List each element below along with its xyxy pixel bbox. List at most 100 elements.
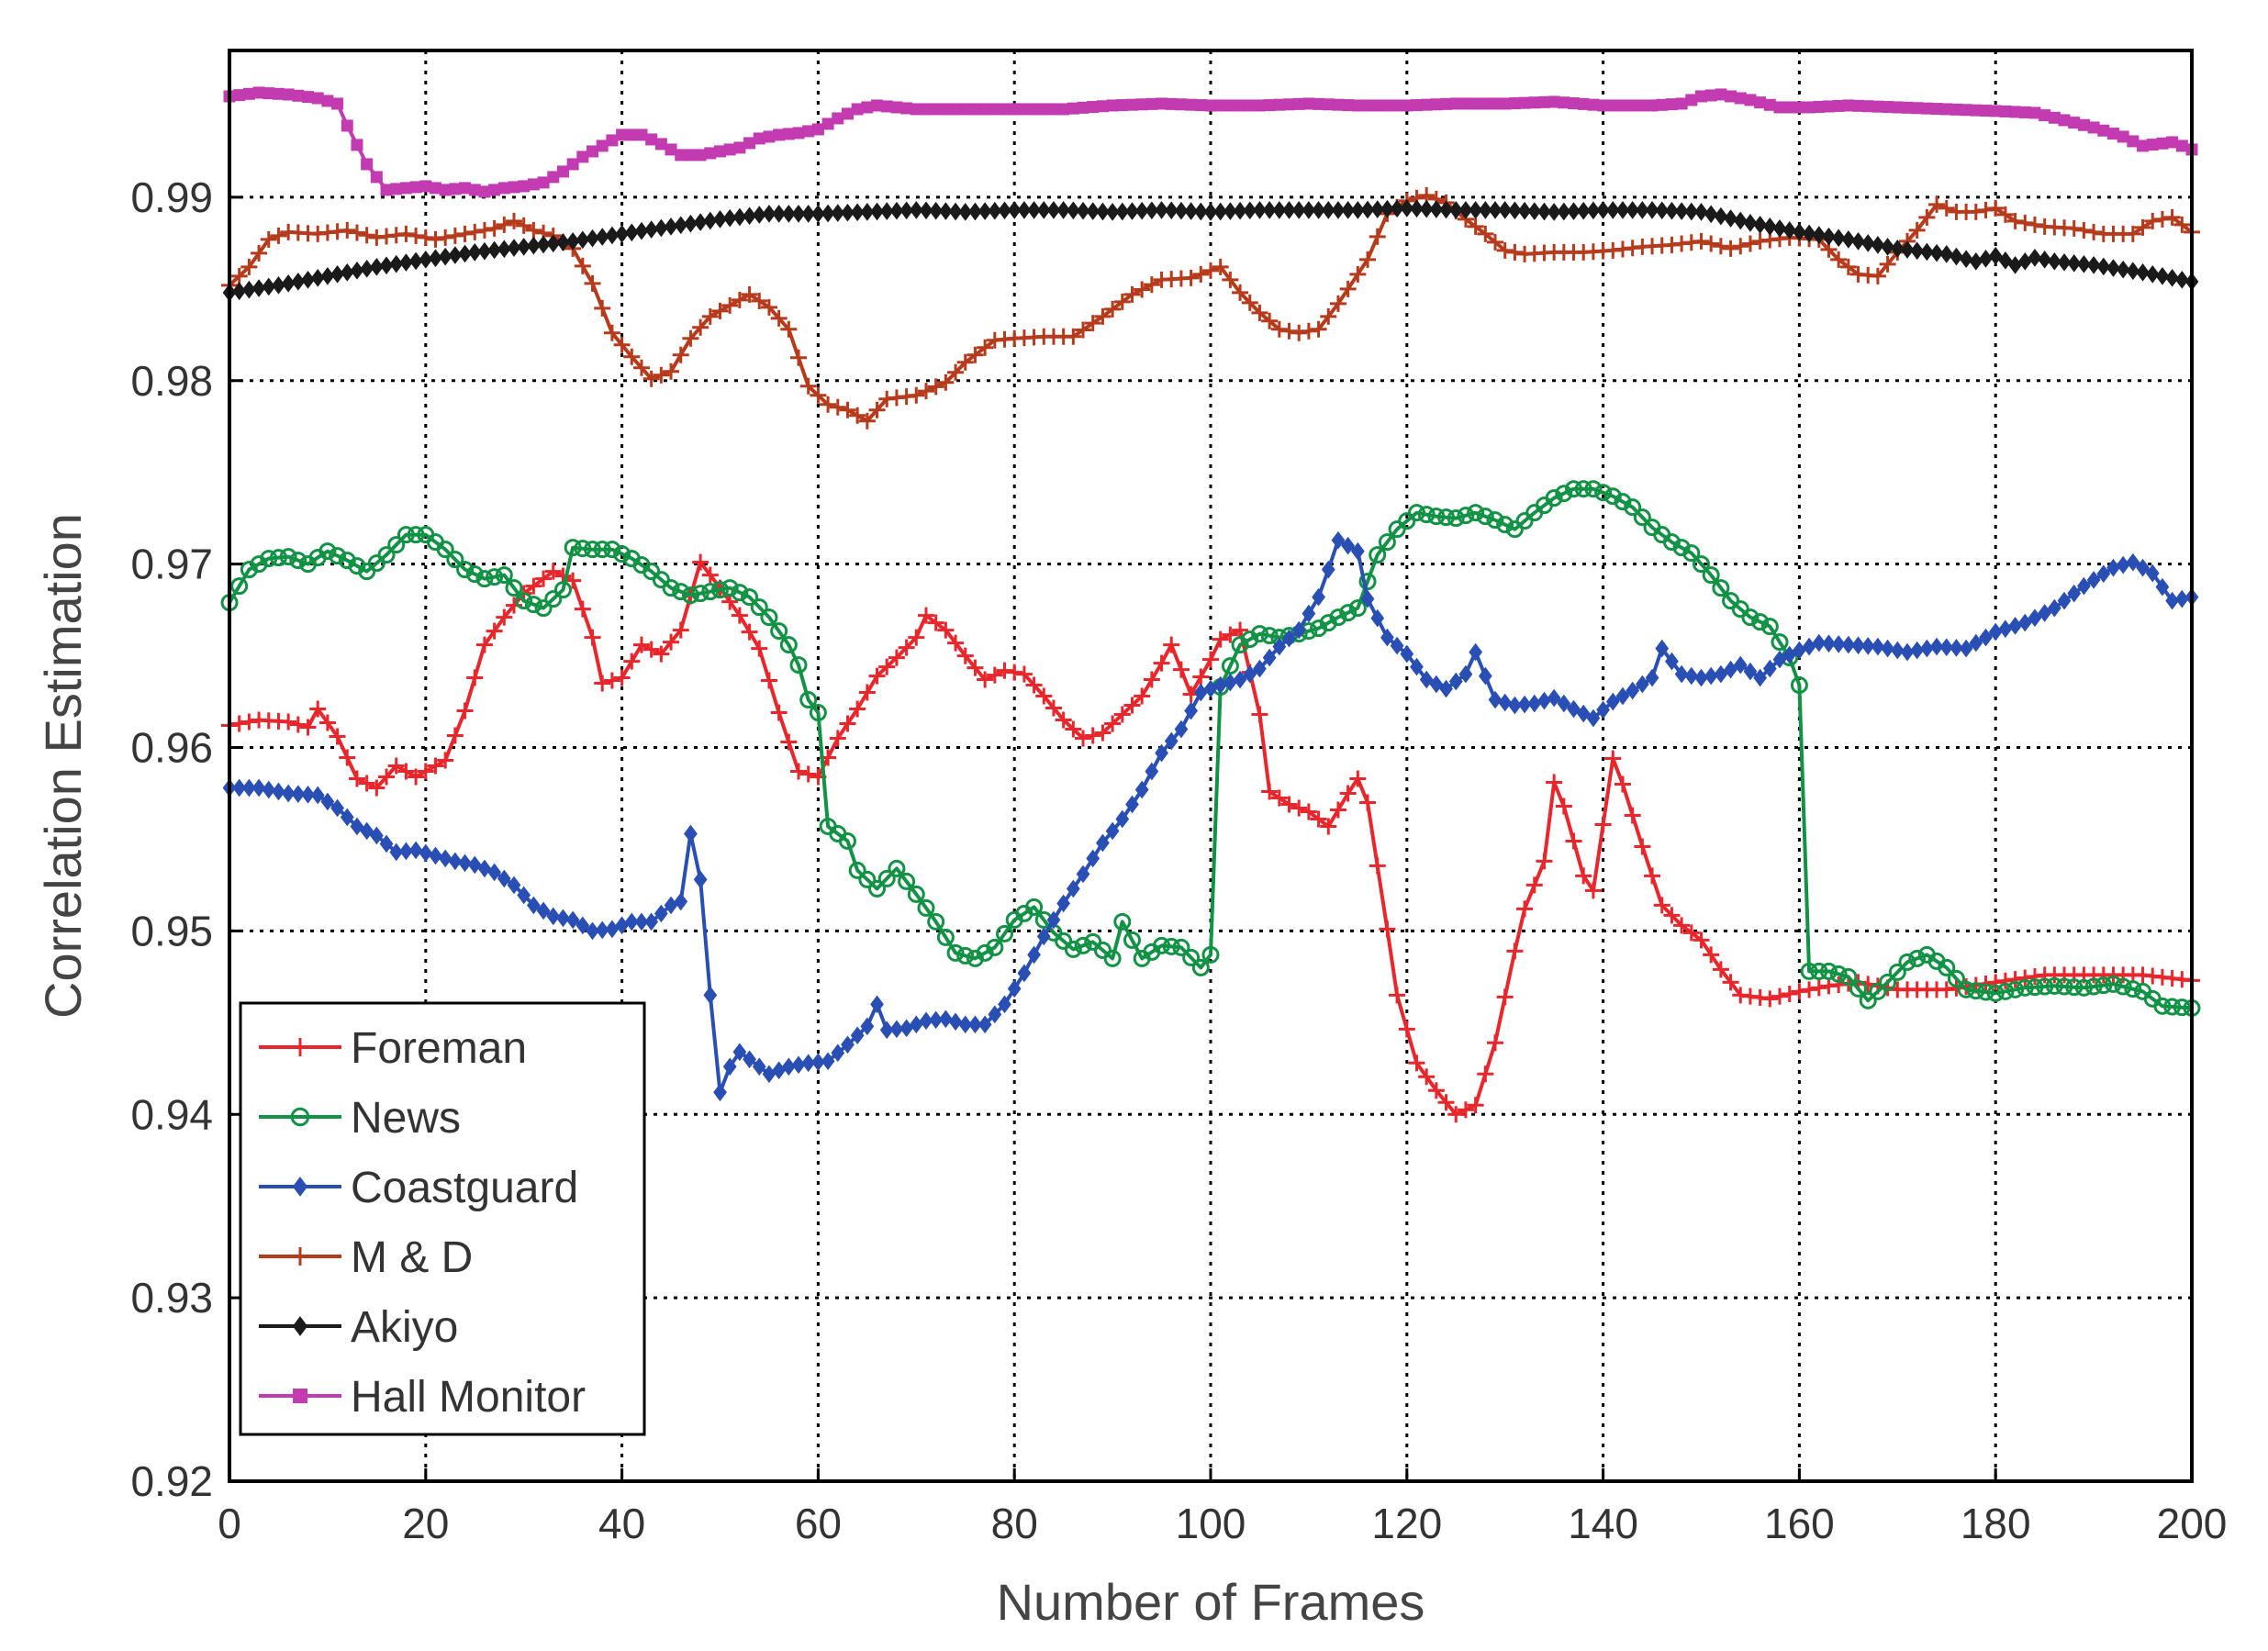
data-point-marker [1674,202,1689,220]
data-point-marker [1262,648,1277,667]
data-point-marker [1321,201,1335,219]
data-point-marker [1300,322,1317,340]
data-point-marker [1035,687,1053,705]
data-point-marker [2163,208,2181,226]
data-point-marker [829,398,846,416]
data-point-marker [1810,979,1827,997]
data-point-marker [937,374,955,391]
data-point-marker [1517,695,1532,714]
data-point-marker [467,243,482,262]
data-point-marker [2136,558,2150,577]
data-point-marker [1096,833,1110,853]
data-point-marker [2045,976,2063,995]
data-point-marker [1957,980,1975,998]
data-point-marker [240,258,258,275]
data-point-marker [2096,564,2111,584]
data-point-marker [1201,945,1220,964]
data-point-marker [378,768,396,786]
data-point-marker [292,1177,308,1197]
data-point-marker [348,770,365,787]
data-point-marker [1810,962,1828,980]
x-tick-label: 80 [991,1500,1038,1547]
data-point-marker [1312,587,1325,607]
data-point-marker [810,386,827,404]
data-point-marker [1605,692,1620,711]
data-point-marker [605,920,620,939]
data-point-marker [1134,687,1151,705]
data-point-marker [1329,801,1346,819]
data-point-marker [2104,975,2122,993]
data-point-marker [1665,201,1679,220]
data-point-marker [741,285,758,303]
data-point-marker [1743,214,1758,232]
data-point-marker [1477,1065,1494,1083]
data-point-marker [1223,202,1237,220]
data-point-marker [1036,201,1051,219]
data-point-marker [1202,262,1219,279]
data-point-marker [1879,255,1896,273]
data-point-marker [534,599,553,618]
data-point-marker [909,1015,923,1034]
data-point-marker [1341,536,1356,555]
data-point-marker [496,216,513,233]
data-point-marker [1830,251,1848,268]
data-point-marker [281,274,296,293]
data-point-marker [2124,980,2142,998]
data-point-marker [713,1083,727,1102]
data-point-marker [2126,262,2140,281]
data-point-marker [556,909,570,928]
data-point-marker [1302,201,1316,219]
data-point-marker [1260,627,1279,645]
data-point-marker [662,579,680,597]
data-point-marker [594,675,611,692]
data-point-marker [1280,322,1298,340]
data-point-marker [1751,613,1770,631]
data-point-marker [299,719,317,736]
data-point-marker [2006,971,2024,988]
data-point-marker [358,227,375,244]
data-point-marker [1772,219,1787,238]
data-point-marker [1536,853,1553,870]
data-point-marker [751,640,768,657]
data-point-marker [850,203,865,222]
data-point-marker [829,730,846,747]
data-point-marker [1996,972,2014,989]
data-point-marker [2136,263,2150,282]
data-point-marker [820,396,837,413]
data-point-marker [1998,619,2013,639]
data-point-marker [1094,307,1112,325]
data-point-marker [2057,591,2072,610]
data-point-marker [860,203,875,221]
data-point-marker [751,292,768,309]
data-point-marker [1056,894,1071,913]
data-point-marker [475,636,493,653]
data-point-marker [1939,245,1954,263]
data-point-marker [446,727,464,744]
data-point-marker [565,910,580,930]
data-point-marker [741,623,758,641]
data-point-marker [1329,608,1347,627]
data-point-marker [1839,258,1857,275]
data-point-marker [1928,195,1946,213]
data-point-marker [260,550,278,568]
data-point-marker [692,318,709,336]
data-point-marker [1282,201,1296,219]
data-point-marker [956,647,974,664]
data-point-marker [1103,949,1122,967]
data-point-marker [1527,202,1542,220]
data-point-marker [1741,608,1760,627]
data-point-marker [2017,613,2032,632]
data-point-marker [556,165,569,178]
data-point-marker [2074,978,2093,997]
data-point-marker [762,205,776,223]
data-point-marker [1427,508,1446,526]
data-point-marker [536,235,551,254]
data-point-marker [841,203,855,222]
data-point-marker [1487,233,1504,251]
data-point-marker [1527,694,1542,713]
data-point-marker [2165,269,2179,287]
data-point-marker [486,219,503,237]
data-point-marker [1162,937,1180,955]
data-point-marker [574,257,591,274]
